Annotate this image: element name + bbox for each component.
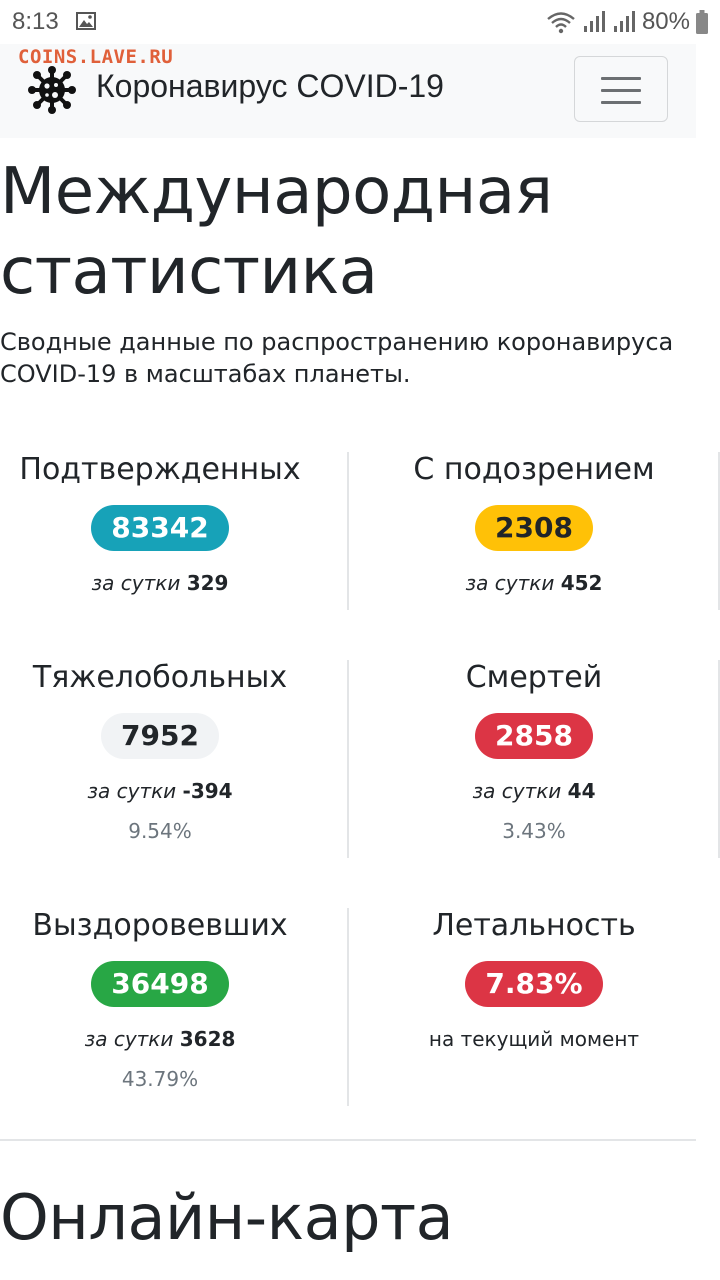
stat-percent: 43.79% bbox=[121, 1067, 199, 1091]
delta-label: за сутки bbox=[84, 1027, 174, 1051]
stat-confirmed: Подтвержденных 83342 за сутки 329 bbox=[0, 452, 320, 595]
navbar bbox=[0, 44, 696, 138]
delta-value: 452 bbox=[560, 571, 603, 595]
stat-title: С подозрением bbox=[413, 452, 655, 487]
stat-badge: 2308 bbox=[475, 505, 593, 551]
stat-delta: за сутки 44 bbox=[374, 779, 694, 803]
image-icon bbox=[76, 12, 96, 30]
delta-label: за сутки bbox=[472, 779, 562, 803]
delta-value: 44 bbox=[567, 779, 596, 803]
stat-title: Подтвержденных bbox=[19, 452, 301, 487]
section-title-map: Онлайн-карта bbox=[0, 1181, 454, 1254]
battery-icon bbox=[696, 10, 708, 34]
stat-deaths: Смертей 2858 за сутки 44 3.43% bbox=[374, 660, 694, 843]
status-bar: 8:13 80% bbox=[0, 0, 720, 44]
hamburger-icon-bottom bbox=[601, 101, 641, 104]
page-lead-line1: Сводные данные по распространению корона… bbox=[0, 328, 674, 356]
column-divider bbox=[347, 908, 349, 1106]
page-title-line1: Международная bbox=[0, 155, 553, 229]
status-right: 80% bbox=[546, 8, 708, 36]
delta-label: за сутки bbox=[465, 571, 555, 595]
stat-badge: 7952 bbox=[101, 713, 219, 759]
menu-toggle-button[interactable] bbox=[574, 56, 668, 122]
status-time: 8:13 bbox=[12, 8, 59, 35]
page-lead: Сводные данные по распространению корона… bbox=[0, 326, 720, 390]
stat-badge: 83342 bbox=[91, 505, 229, 551]
hamburger-icon-middle bbox=[601, 89, 641, 92]
stat-recovered: Выздоровевших 36498 за сутки 3628 43.79% bbox=[0, 908, 320, 1091]
stat-title: Тяжелобольных bbox=[32, 660, 288, 695]
watermark: COINS.LAVE.RU bbox=[18, 46, 174, 68]
stat-delta: за сутки 329 bbox=[0, 571, 320, 595]
column-divider bbox=[347, 660, 349, 858]
stat-badge: 7.83% bbox=[465, 961, 603, 1007]
stat-badge: 2858 bbox=[475, 713, 593, 759]
signal-icon bbox=[613, 11, 635, 32]
column-divider bbox=[347, 452, 349, 610]
stat-percent: 9.54% bbox=[128, 819, 192, 843]
stat-severe: Тяжелобольных 7952 за сутки -394 9.54% bbox=[0, 660, 320, 843]
column-divider-right bbox=[718, 452, 720, 610]
stat-title: Выздоровевших bbox=[32, 908, 288, 943]
column-divider-right bbox=[718, 660, 720, 858]
delta-value: 3628 bbox=[179, 1027, 236, 1051]
battery-percent: 80% bbox=[641, 8, 690, 35]
wifi-icon bbox=[547, 12, 575, 34]
stat-suspected: С подозрением 2308 за сутки 452 bbox=[374, 452, 694, 595]
section-divider bbox=[0, 1139, 696, 1141]
stat-badge: 36498 bbox=[91, 961, 229, 1007]
virus-icon[interactable] bbox=[28, 66, 76, 114]
signal-icon bbox=[583, 11, 605, 32]
delta-label: за сутки bbox=[91, 571, 181, 595]
stat-note: на текущий момент bbox=[428, 1027, 640, 1051]
stat-title: Летальность bbox=[432, 908, 636, 943]
stat-delta: за сутки 3628 bbox=[0, 1027, 320, 1051]
hamburger-icon bbox=[601, 77, 641, 80]
page-title: Международная статистика bbox=[0, 152, 720, 312]
stat-delta: за сутки -394 bbox=[0, 779, 320, 803]
delta-value: 329 bbox=[186, 571, 229, 595]
stat-percent: 3.43% bbox=[502, 819, 566, 843]
navbar-brand[interactable]: Коронавирус COVID-19 bbox=[96, 68, 444, 104]
delta-label: за сутки bbox=[87, 779, 177, 803]
stat-lethality: Летальность 7.83% на текущий момент bbox=[374, 908, 694, 1051]
stat-title: Смертей bbox=[465, 660, 603, 695]
delta-value: -394 bbox=[182, 779, 233, 803]
page-lead-line2: COVID-19 в масштабах планеты. bbox=[0, 360, 411, 388]
page-title-line2: статистика bbox=[0, 235, 378, 309]
stat-delta: за сутки 452 bbox=[374, 571, 694, 595]
